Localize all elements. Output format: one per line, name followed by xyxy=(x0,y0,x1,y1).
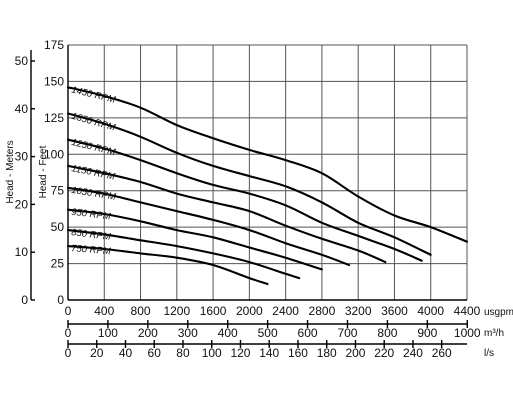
y-tick-label-meters: 40 xyxy=(15,102,29,116)
x-tick-label-usgpm: 2400 xyxy=(272,304,299,318)
series-label-950-rpm: 950 RPM xyxy=(71,207,112,223)
y-tick-label-feet: 125 xyxy=(44,111,64,125)
x-axis-ls-tick-label: 140 xyxy=(259,346,279,360)
x-axis-ls-tick-label: 220 xyxy=(374,346,394,360)
x-axis-unit-ls: l/s xyxy=(484,348,494,359)
x-tick-label-usgpm: 4000 xyxy=(417,304,444,318)
rpm-labels: 1450 RPM 1350 RPM 1250 RPM 1150 RPM 1050 RPM… xyxy=(70,84,116,257)
y-tick-label-meters: 20 xyxy=(15,197,29,211)
x-tick-label-usgpm: 3200 xyxy=(345,304,372,318)
x-tick-label-usgpm: 1200 xyxy=(163,304,190,318)
x-tick-label-usgpm: 400 xyxy=(94,304,114,318)
series-label-850-rpm: 850 RPM xyxy=(71,227,112,243)
x-tick-label-usgpm: 1600 xyxy=(200,304,227,318)
series-label-1250-rpm: 1250 RPM xyxy=(70,137,116,158)
x-tick-label-usgpm: 0 xyxy=(65,304,72,318)
x-axis-m3h-tick-label: 200 xyxy=(138,326,158,340)
x-axis-m3h-tick-label: 400 xyxy=(218,326,238,340)
x-axis-ls-tick-label: 180 xyxy=(317,346,337,360)
grid xyxy=(68,44,468,300)
x-tick-label-usgpm: 800 xyxy=(131,304,151,318)
x-axis-m3h-tick-label: 1000 xyxy=(454,326,481,340)
x-axis-m3h-tick-label: 900 xyxy=(417,326,437,340)
x-axis-ls-tick-label: 200 xyxy=(345,346,365,360)
curve-750-rpm xyxy=(66,245,269,286)
curve-1350-rpm xyxy=(66,112,432,256)
y-tick-label-feet: 100 xyxy=(44,147,64,161)
y-tick-label-meters: 50 xyxy=(15,54,29,68)
y-tick-label-meters: 0 xyxy=(21,293,28,307)
curve-1250-rpm xyxy=(66,138,423,262)
y-axis-label-feet: Head - Feet xyxy=(38,145,49,198)
x-axis-ls-tick-label: 60 xyxy=(148,346,162,360)
y-tick-label-feet: 175 xyxy=(44,38,64,52)
x-axis-ls-tick-label: 80 xyxy=(176,346,190,360)
curve-850-rpm xyxy=(66,229,301,280)
x-axis-ls-tick-label: 40 xyxy=(119,346,133,360)
y-tick-label-meters: 10 xyxy=(15,245,29,259)
x-axis-unit-usgpm: usgpm xyxy=(484,307,513,318)
x-tick-label-usgpm: 3600 xyxy=(381,304,408,318)
rpm-curves xyxy=(66,86,469,286)
x-axis-m3h-tick-label: 800 xyxy=(377,326,397,340)
x-axis-unit-m3h: m³/h xyxy=(484,328,504,339)
y-tick-label-feet: 50 xyxy=(51,220,65,234)
x-tick-label-usgpm: 2800 xyxy=(309,304,336,318)
y-tick-label-feet: 25 xyxy=(51,257,65,271)
x-axis-ls-tick-label: 160 xyxy=(288,346,308,360)
x-axis-m3h-tick-label: 0 xyxy=(65,326,72,340)
curve-1450-rpm xyxy=(66,86,469,243)
x-tick-label-usgpm: 4400 xyxy=(454,304,481,318)
series-label-1450-rpm: 1450 RPM xyxy=(70,84,116,105)
series-label-750-rpm: 750 RPM xyxy=(71,243,111,257)
y-axis-label-meters: Head - Meters xyxy=(5,140,16,203)
series-label-1350-rpm: 1350 RPM xyxy=(70,111,116,134)
series-label-1050-rpm: 1050 RPM xyxy=(71,185,117,203)
y-tick-label-feet: 0 xyxy=(57,293,64,307)
x-axis-ls-tick-label: 120 xyxy=(230,346,250,360)
x-axis-m3h-tick-label: 500 xyxy=(258,326,278,340)
curve-1050-rpm xyxy=(66,186,351,267)
y-tick-label-feet: 75 xyxy=(51,184,65,198)
x-axis-m3h-tick-label: 700 xyxy=(337,326,357,340)
x-axis-ls-tick-label: 260 xyxy=(432,346,452,360)
x-axis-m3h-tick-label: 300 xyxy=(178,326,198,340)
x-axis-m3h-tick-label: 600 xyxy=(298,326,318,340)
y-tick-label-feet: 150 xyxy=(44,74,64,88)
x-axis-ls-tick-label: 0 xyxy=(65,346,72,360)
x-axis-ls-tick-label: 20 xyxy=(90,346,104,360)
x-axis-ls-tick-label: 100 xyxy=(202,346,222,360)
curve-950-rpm xyxy=(66,208,323,271)
y-tick-label-meters: 30 xyxy=(15,150,29,164)
x-axis-m3h-tick-label: 100 xyxy=(98,326,118,340)
x-tick-label-usgpm: 2000 xyxy=(236,304,263,318)
series-label-1150-rpm: 1150 RPM xyxy=(70,163,116,183)
curve-1150-rpm xyxy=(66,164,387,264)
x-axis-ls-tick-label: 240 xyxy=(403,346,423,360)
